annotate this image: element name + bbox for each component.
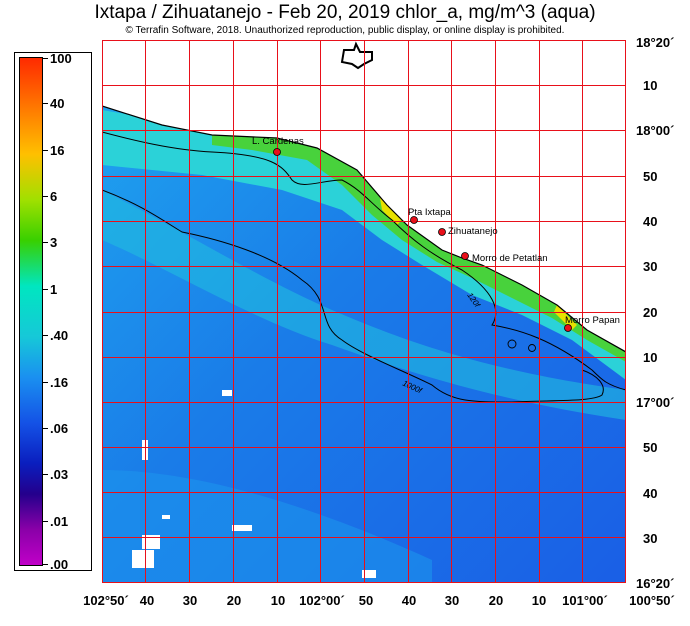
colorbar-label: 100 [50,51,72,66]
place-marker [410,216,418,224]
colorbar-tick [42,289,48,290]
colorbar-tick [42,521,48,522]
longitude-label: 102°50´ [83,593,129,608]
place-marker [438,228,446,236]
latitude-label: 50 [643,440,658,455]
contour-1000f [102,189,604,403]
coastal-bloom [212,135,626,362]
place-label: L. Cardenas [252,136,304,147]
cloud-patch [142,535,160,549]
colorbar-label: 1 [50,282,58,297]
seamount-contour [507,339,517,349]
place-label: Morro Papan [565,315,620,326]
longitude-label: 102°00´ [299,593,345,608]
colorbar-tick [42,474,48,475]
longitude-label: 50 [358,593,374,608]
latitude-label: 20 [643,305,658,320]
colorbar-tick [42,58,48,59]
longitude-label: 20 [226,593,242,608]
chlorophyll-map: 120f 1000f L. Cardenas Pta Ixtapa Z [102,40,626,583]
longitude-label: 40 [139,593,155,608]
latitude-label: 10 [643,78,658,93]
place-label: Zihuatanejo [448,226,498,237]
colorbar-legend: 100 40 16 6 3 1 .40 .16 .06 .03 .01 .00 [14,51,92,572]
cloud-patch [232,525,252,531]
seamount-contour [528,344,536,352]
place-label: Morro de Petatlan [472,253,548,264]
colorbar-tick [42,103,48,104]
latitude-label: 18°00´ [636,123,675,138]
colorbar-label: .00 [50,557,69,572]
latitude-label: 17°00´ [636,395,675,410]
colorbar-label: .40 [50,328,69,343]
longitude-label: 30 [182,593,198,608]
longitude-label: 30 [444,593,460,608]
latitude-label: 16°20´ [636,576,675,591]
longitude-label: 20 [488,593,504,608]
colorbar-label: .03 [50,467,69,482]
longitude-label: 100°50´ [629,593,675,608]
latitude-label: 30 [643,259,658,274]
colorbar-tick [42,196,48,197]
latitude-label: 40 [643,486,658,501]
place-marker [564,324,572,332]
coastal-bloom-high [554,305,577,330]
cloud-patch [132,550,154,568]
colorbar-tick [42,335,48,336]
cloud-patch [222,390,232,396]
place-label: Pta Ixtapa [408,207,451,218]
longitude-label: 40 [401,593,417,608]
place-marker [461,252,469,260]
cloud-patch [162,515,170,519]
colorbar-label: .16 [50,375,69,390]
latitude-label: 10 [643,350,658,365]
latitude-label: 30 [643,531,658,546]
cloud-patch [362,570,376,578]
longitude-label: 10 [531,593,547,608]
colorbar-label: .06 [50,421,69,436]
place-marker [273,148,281,156]
colorbar-label: 40 [50,96,65,111]
longitude-label: 10 [270,593,286,608]
latitude-label: 40 [643,214,658,229]
map-title: Ixtapa / Zihuatanejo - Feb 20, 2019 chlo… [94,2,596,23]
colorbar-label: 16 [50,143,65,158]
plume-band [102,470,432,583]
colorbar-tick [42,382,48,383]
colorbar-tick [42,564,48,565]
latitude-label: 50 [643,169,658,184]
colorbar-label: 3 [50,235,58,250]
colorbar-tick [42,150,48,151]
colorbar-label: .01 [50,514,69,529]
plume-band [102,190,626,420]
colorbar-label: 6 [50,189,58,204]
copyright-notice: © Terrafin Software, 2018. Unauthorized … [125,25,565,36]
longitude-label: 101°00´ [562,593,608,608]
lat-lon-grid [102,40,626,583]
colorbar-tick [42,428,48,429]
latitude-label: 18°20´ [636,35,675,50]
colorbar-tick [42,242,48,243]
colorbar-ramp [19,57,43,566]
